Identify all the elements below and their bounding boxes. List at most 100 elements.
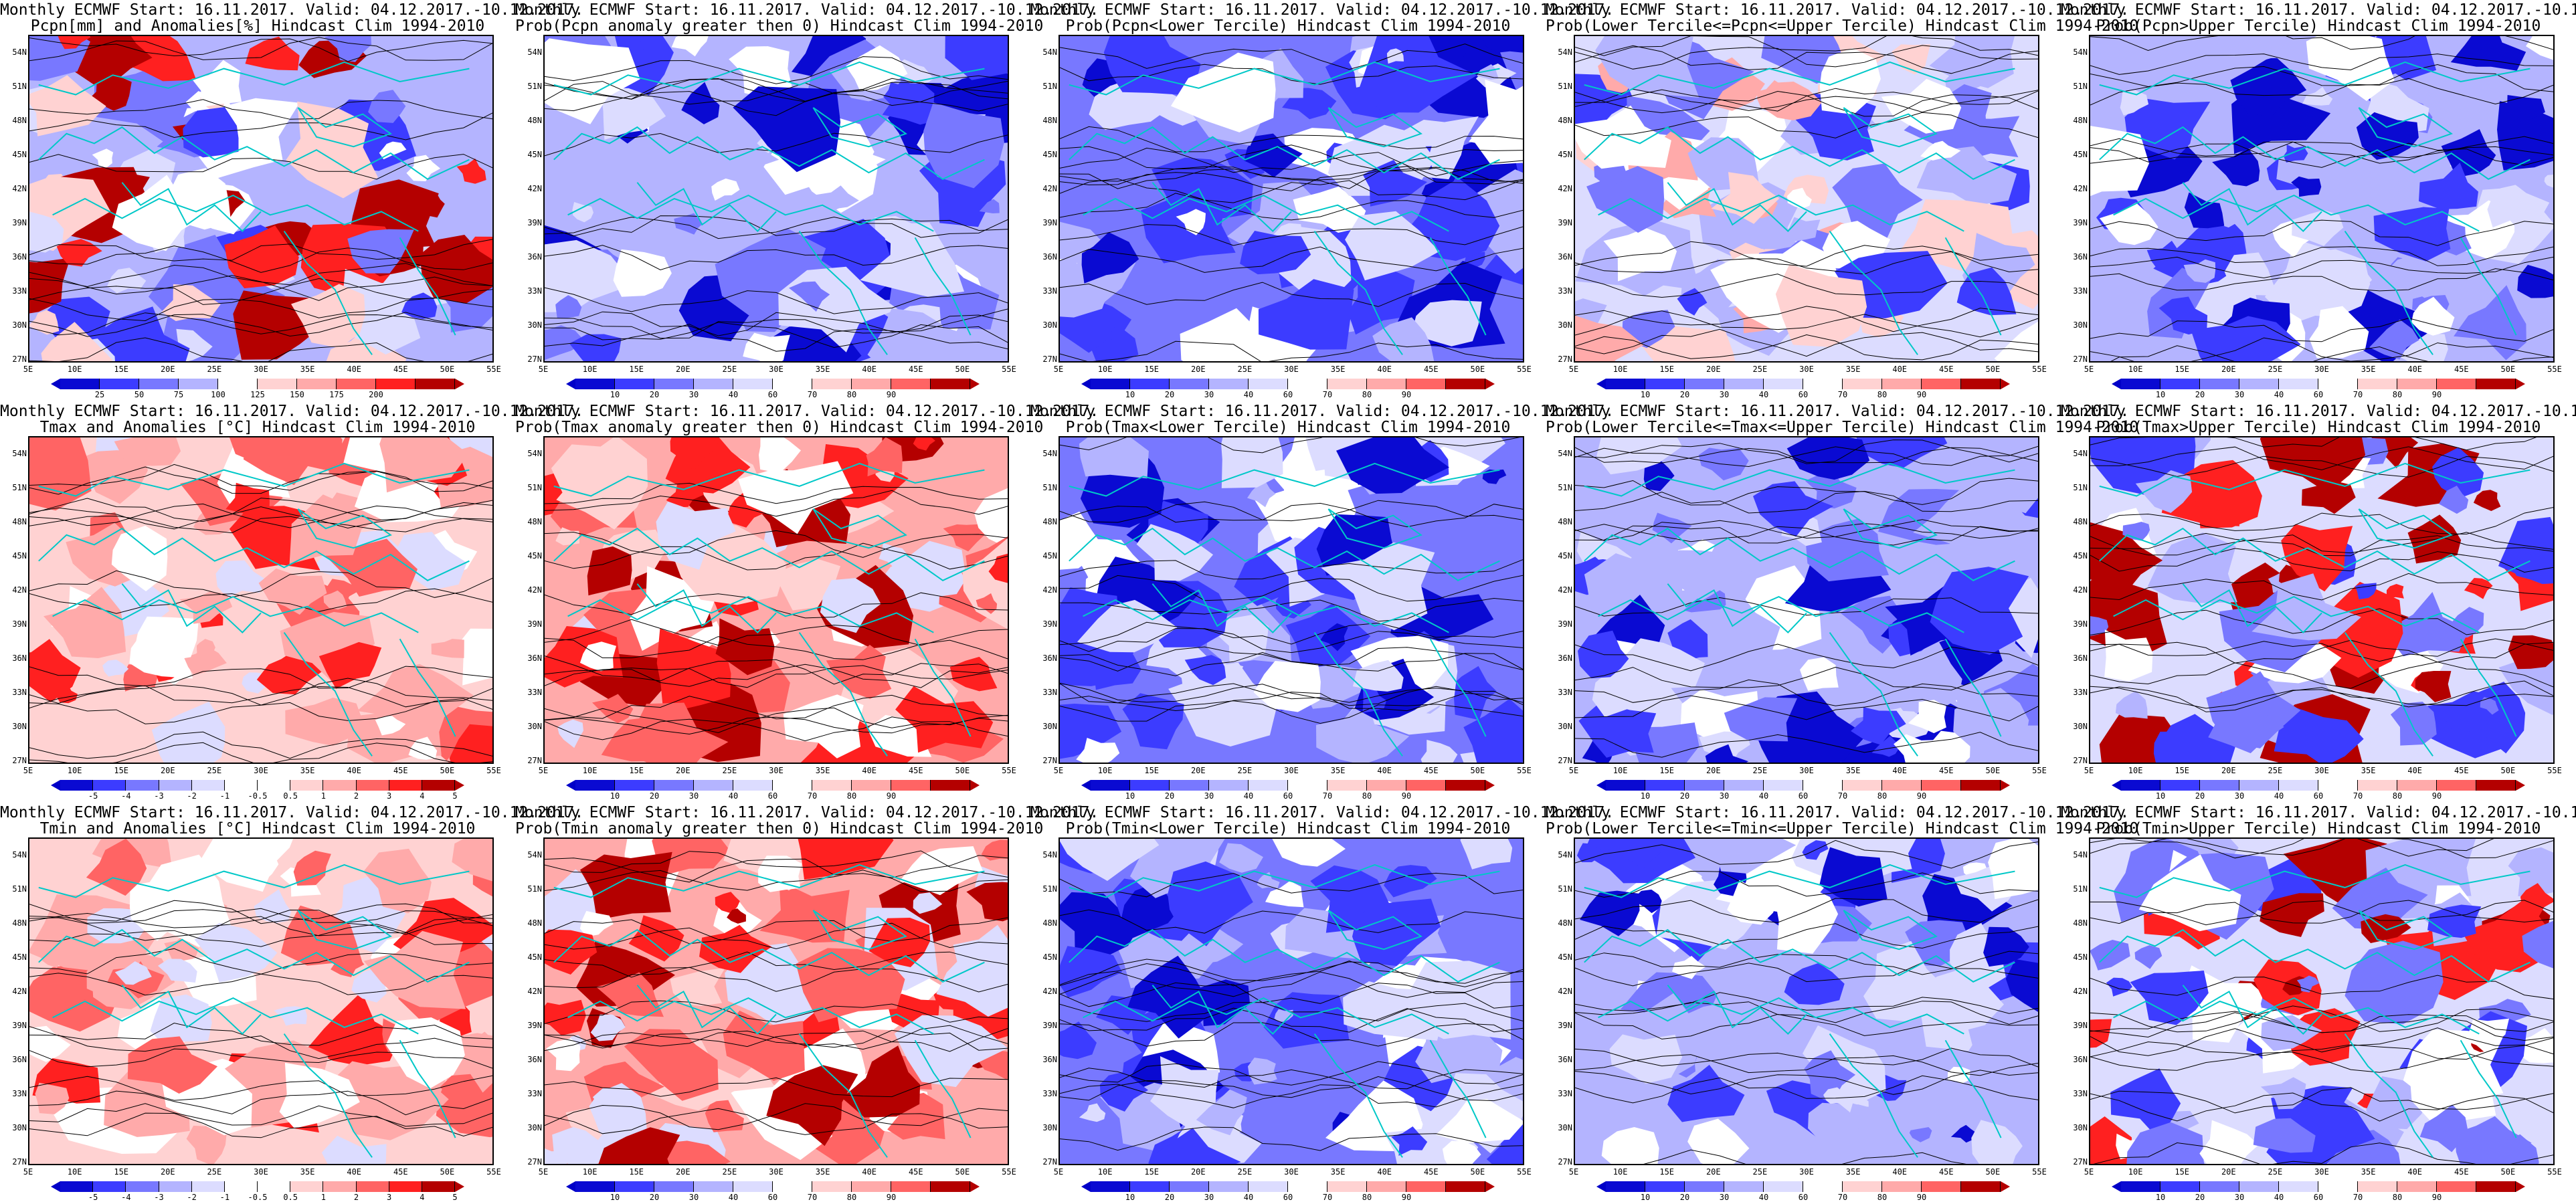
- colorbar-tick-label: -5: [88, 791, 98, 801]
- colorbar-left-arrow: [1081, 780, 1091, 791]
- latitude-tick-label: 48N: [2073, 116, 2088, 125]
- longitude-tick-label: 40E: [1377, 766, 1392, 775]
- shaded-field-region: [2392, 247, 2446, 298]
- colorbar-tick-label: 80: [1362, 1193, 1372, 1202]
- contour-line: [1060, 166, 1523, 191]
- colorbar-left-arrow: [51, 780, 60, 791]
- coastline: [1429, 638, 1487, 737]
- shaded-field-region: [981, 839, 1008, 861]
- shaded-field-region: [357, 664, 474, 720]
- longitude-tick-label: 5E: [23, 1167, 33, 1177]
- contour-line: [2090, 1012, 2553, 1041]
- colorbar-tick-label: 30: [688, 1193, 699, 1202]
- shaded-field-region: [791, 219, 892, 304]
- shaded-field-region: [186, 1125, 227, 1164]
- shaded-field-region: [1596, 437, 1682, 475]
- latitude-tick-label: 30N: [2073, 320, 2088, 330]
- colorbar-segment: [2279, 780, 2318, 791]
- colorbar-segment: [1803, 1181, 1843, 1192]
- shaded-field-region: [184, 645, 227, 676]
- shaded-field-region: [1076, 738, 1120, 763]
- contour-line: [1575, 490, 2038, 514]
- shaded-field-region: [440, 1074, 484, 1106]
- latitude-tick-label: 30N: [527, 320, 542, 330]
- shaded-field-region: [2094, 36, 2194, 70]
- contour-line: [545, 951, 1008, 978]
- colorbar-tick-label: -3: [154, 1193, 164, 1202]
- coastline: [1584, 928, 2015, 983]
- shaded-field-region: [2126, 1122, 2205, 1164]
- coastline: [2460, 638, 2517, 737]
- contour-line: [1060, 437, 1521, 454]
- coastline: [1313, 231, 1403, 355]
- colorbar-tick-label: 70: [807, 390, 818, 399]
- latitude-tick-label: 39N: [12, 1021, 27, 1030]
- colorbar-tick-label: 40: [728, 390, 739, 399]
- shaded-field-region: [2090, 616, 2109, 636]
- latitude-tick-label: 45N: [1558, 952, 1572, 962]
- colorbar-segment: [1367, 780, 1406, 791]
- shaded-field-region: [723, 1010, 805, 1081]
- map-panel: Monthly ECMWF Start: 16.11.2017. Valid: …: [2061, 401, 2576, 803]
- longitude-tick-label: 45E: [1938, 766, 1954, 775]
- longitude-tick-label: 10E: [67, 766, 82, 775]
- shaded-field-region: [2515, 1028, 2553, 1064]
- coastline: [2358, 107, 2453, 148]
- contour-line: [29, 502, 492, 530]
- shaded-field-region: [596, 972, 664, 1017]
- coastline: [1829, 632, 1918, 757]
- contour-line: [1575, 88, 2038, 113]
- latitude-tick-label: 45N: [1558, 150, 1572, 159]
- colorbar-segment: [1645, 379, 1685, 389]
- colorbar-segment: [2476, 379, 2516, 389]
- contour-line: [2093, 1142, 2553, 1164]
- colorbar-tick-label: 60: [767, 791, 778, 801]
- colorbar-segment: [575, 379, 615, 389]
- panel-title-line1: Monthly ECMWF Start: 16.11.2017. Valid: …: [515, 1, 1099, 19]
- colorbar-segment: [1645, 780, 1685, 791]
- shaded-field-region: [112, 175, 207, 252]
- contour-line: [29, 1048, 492, 1069]
- longitude-tick-label: 5E: [1568, 766, 1579, 775]
- shaded-field-region: [1168, 654, 1278, 746]
- shaded-field-region: [545, 1148, 571, 1164]
- colorbar-tick-label: 60: [1283, 390, 1293, 399]
- coastline: [1069, 527, 1500, 581]
- latitude-tick-label: 33N: [12, 286, 27, 296]
- contour-line: [29, 685, 492, 708]
- contour-line: [2090, 638, 2553, 662]
- shaded-field-region: [2104, 629, 2153, 682]
- shaded-field-region: [92, 148, 114, 168]
- latitude-tick-label: 30N: [1558, 1123, 1572, 1132]
- colorbar-tick-label: 90: [1916, 791, 1927, 801]
- panel-title-line2: Tmax and Anomalies [°C] Hindcast Clim 19…: [39, 419, 476, 436]
- longitude-tick-label: 10E: [1097, 766, 1113, 775]
- contour-line: [1060, 126, 1523, 153]
- latitude-tick-label: 27N: [12, 1157, 27, 1167]
- longitude-tick-label: 20E: [2221, 766, 2236, 775]
- latitude-tick-label: 36N: [1558, 252, 1572, 262]
- contour-line: [2110, 345, 2553, 361]
- contour-line: [2090, 900, 2553, 924]
- longitude-tick-label: 55E: [1517, 365, 1532, 374]
- contour-line: [29, 909, 492, 935]
- colorbar-segment: [2121, 780, 2160, 791]
- latitude-tick-label: 51N: [527, 884, 542, 894]
- shaded-field-region: [1775, 264, 1867, 347]
- colorbar: [1081, 379, 1495, 389]
- shaded-field-region: [715, 892, 740, 914]
- shaded-field-region: [2344, 940, 2444, 1025]
- shaded-field-region: [1362, 686, 1387, 713]
- colorbar-tick-label: 70: [1837, 1193, 1848, 1202]
- latitude-tick-label: 54N: [1042, 47, 1057, 57]
- contour-line: [545, 707, 1008, 733]
- latitude-tick-label: 54N: [527, 850, 542, 860]
- panel-title-line2: Prob(Tmin<Lower Tercile) Hindcast Clim 1…: [1065, 820, 1511, 837]
- shaded-field-region: [194, 922, 278, 983]
- contour-line: [2090, 548, 2553, 573]
- colorbar-tick-label: 40: [2274, 1193, 2284, 1202]
- colorbar-segment: [1288, 780, 1327, 791]
- shaded-field-region: [2506, 95, 2545, 130]
- longitude-tick-label: 55E: [2032, 1167, 2047, 1177]
- contour-line: [2090, 256, 2553, 279]
